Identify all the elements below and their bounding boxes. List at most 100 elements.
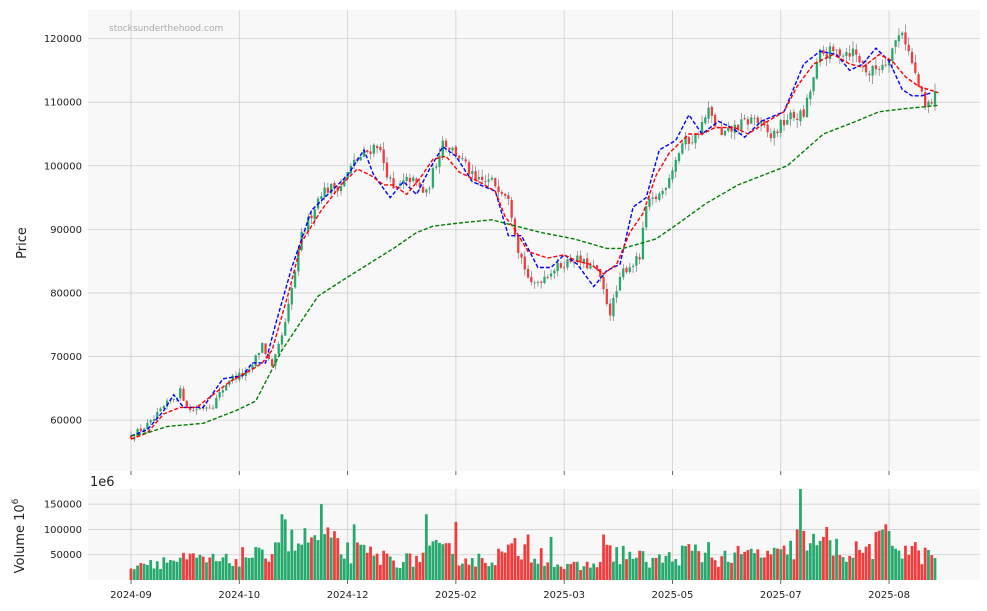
candle-body bbox=[566, 259, 569, 268]
candle-body bbox=[897, 35, 901, 42]
volume-bar bbox=[572, 561, 576, 580]
candle-body bbox=[448, 147, 451, 150]
candle-body bbox=[267, 354, 270, 360]
candle-body bbox=[543, 276, 546, 284]
volume-bar bbox=[648, 567, 651, 580]
volume-bar bbox=[441, 544, 445, 580]
candle-body bbox=[645, 206, 648, 228]
volume-bar bbox=[444, 543, 448, 580]
volume-bar bbox=[195, 557, 199, 580]
x-tick-label: 2024-12 bbox=[327, 590, 369, 601]
x-tick-label: 2025-05 bbox=[652, 590, 694, 601]
volume-bar bbox=[677, 565, 681, 580]
candle-body bbox=[129, 435, 133, 439]
candle-body bbox=[149, 420, 152, 423]
volume-bar bbox=[257, 547, 261, 580]
volume-bar bbox=[365, 552, 369, 580]
candle-body bbox=[185, 400, 188, 407]
candle-body bbox=[664, 188, 668, 190]
volume-bar bbox=[638, 550, 642, 580]
candle-body bbox=[330, 183, 333, 194]
volume-bar bbox=[283, 519, 287, 580]
candle-body bbox=[602, 276, 605, 290]
volume-bar bbox=[415, 555, 418, 580]
candle-body bbox=[822, 49, 825, 54]
candle-body bbox=[933, 91, 937, 105]
candle-body bbox=[796, 118, 799, 120]
candle-body bbox=[641, 227, 645, 260]
candle-body bbox=[684, 136, 687, 145]
candle-body bbox=[461, 158, 464, 160]
volume-bar bbox=[434, 539, 438, 580]
candle-body bbox=[681, 143, 684, 154]
volume-bar bbox=[822, 537, 825, 580]
volume-bar bbox=[168, 560, 172, 580]
candle-body bbox=[454, 146, 458, 156]
volume-bar bbox=[799, 489, 802, 580]
volume-bar bbox=[251, 557, 254, 580]
volume-bar bbox=[923, 547, 927, 580]
volume-bar bbox=[270, 554, 274, 580]
candle-body bbox=[671, 170, 674, 180]
candle-body bbox=[385, 162, 389, 178]
volume-bar bbox=[736, 545, 740, 580]
volume-bar bbox=[861, 552, 865, 580]
volume-bar bbox=[149, 560, 153, 580]
volume-bar bbox=[329, 537, 333, 580]
candle-body bbox=[782, 120, 786, 126]
volume-y-axis-label: Volume 106 bbox=[11, 498, 28, 573]
candle-body bbox=[700, 122, 704, 135]
volume-bar bbox=[401, 562, 405, 580]
candle-body bbox=[608, 303, 612, 316]
candle-body bbox=[540, 281, 543, 283]
candle-body bbox=[582, 259, 586, 263]
volume-bar bbox=[871, 558, 875, 580]
candle-body bbox=[595, 265, 599, 270]
candle-body bbox=[812, 77, 815, 92]
candle-body bbox=[225, 385, 228, 391]
candle-body bbox=[165, 400, 169, 407]
volume-bar bbox=[477, 553, 481, 580]
candle-body bbox=[759, 120, 763, 124]
candle-body bbox=[579, 255, 582, 263]
price-y-tick-label: 100000 bbox=[44, 161, 82, 172]
volume-bar bbox=[214, 561, 218, 580]
candle-body bbox=[743, 118, 746, 120]
volume-bar bbox=[913, 542, 917, 580]
candle-body bbox=[280, 335, 284, 345]
volume-bar bbox=[608, 545, 612, 580]
candle-body bbox=[549, 273, 553, 277]
candle-body bbox=[786, 120, 789, 125]
candle-body bbox=[818, 49, 822, 63]
volume-bar bbox=[661, 562, 665, 580]
candle-body bbox=[750, 117, 753, 124]
volume-bar bbox=[605, 544, 609, 580]
candle-body bbox=[520, 253, 523, 258]
volume-bar bbox=[142, 563, 146, 580]
candle-body bbox=[907, 44, 910, 52]
volume-bar bbox=[493, 565, 497, 580]
candle-body bbox=[435, 166, 438, 168]
volume-bar bbox=[746, 550, 750, 580]
volume-bar bbox=[707, 542, 710, 580]
candle-body bbox=[563, 267, 566, 269]
volume-bar bbox=[208, 557, 212, 580]
candle-body bbox=[691, 142, 694, 144]
candle-body bbox=[162, 406, 165, 409]
volume-bar bbox=[254, 547, 258, 580]
candle-body bbox=[661, 190, 664, 195]
candle-body bbox=[159, 408, 162, 412]
candle-body bbox=[500, 192, 503, 194]
volume-bar bbox=[267, 561, 271, 580]
volume-bar bbox=[690, 550, 694, 580]
candle-body bbox=[310, 215, 313, 219]
candle-body bbox=[572, 261, 576, 263]
candle-body bbox=[353, 159, 356, 167]
candle-body bbox=[156, 412, 159, 419]
volume-bar bbox=[274, 542, 277, 580]
volume-bar bbox=[733, 552, 737, 580]
candle-body bbox=[924, 92, 927, 108]
candle-body bbox=[490, 177, 494, 180]
candle-body bbox=[287, 303, 290, 322]
candle-body bbox=[366, 150, 369, 153]
